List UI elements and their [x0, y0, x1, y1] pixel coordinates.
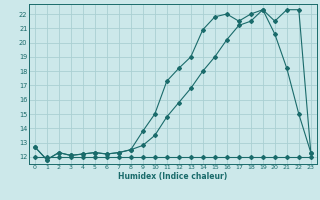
X-axis label: Humidex (Indice chaleur): Humidex (Indice chaleur): [118, 172, 228, 181]
